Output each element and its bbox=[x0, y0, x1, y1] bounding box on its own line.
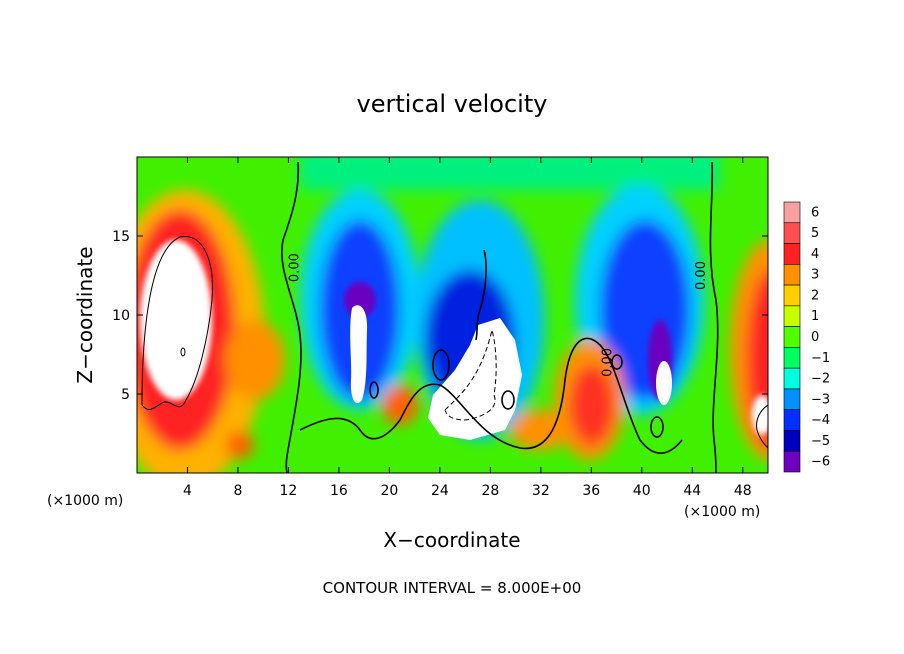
colorbar-swatch bbox=[783, 284, 801, 307]
low-blob-8 bbox=[226, 431, 254, 459]
colorbar-label: 4 bbox=[811, 247, 819, 262]
colorbar-swatch bbox=[783, 347, 801, 369]
contour-zero-loop-1 bbox=[432, 349, 450, 381]
colorbar-swatch bbox=[783, 222, 801, 244]
x-tick-label: 16 bbox=[330, 483, 348, 499]
contour-zero-left bbox=[281, 161, 302, 473]
contour-8-right bbox=[756, 404, 768, 449]
colorbar-label: −1 bbox=[811, 351, 830, 366]
contour-8-left-small bbox=[180, 347, 186, 357]
contour-8-left bbox=[141, 236, 214, 410]
contour-interval: CONTOUR INTERVAL = 8.000E+00 bbox=[323, 579, 582, 597]
colorbar-label: −4 bbox=[811, 413, 830, 428]
contour-zero-loop-5 bbox=[611, 354, 623, 370]
colorbar-swatch bbox=[783, 367, 801, 390]
x-tick-label: 24 bbox=[431, 483, 449, 499]
colorbar-swatch bbox=[783, 201, 801, 224]
colorbar-swatch bbox=[783, 326, 801, 348]
extreme-right-positive bbox=[752, 395, 768, 435]
x-tick-label: 48 bbox=[734, 483, 752, 499]
colorbar-swatch bbox=[783, 409, 801, 431]
contour-zero-loop-2 bbox=[501, 390, 515, 410]
y-tick-label: 10 bbox=[112, 308, 130, 324]
colorbar-swatch bbox=[783, 388, 801, 410]
colorbar-label: −6 bbox=[811, 455, 830, 470]
contour-zero-low bbox=[299, 337, 683, 454]
colorbar-swatch bbox=[783, 450, 801, 473]
x-tick-label: 32 bbox=[532, 483, 550, 499]
x-unit-right: (×1000 m) bbox=[684, 504, 760, 520]
x-axis-label: X−coordinate bbox=[383, 528, 520, 552]
colorbar-label: 0 bbox=[811, 330, 819, 345]
extreme-left-positive bbox=[140, 240, 212, 400]
plume-36-core bbox=[570, 365, 614, 445]
colorbar-label: −5 bbox=[811, 434, 830, 449]
colorbar-label: 3 bbox=[811, 268, 819, 283]
chart-title: vertical velocity bbox=[357, 90, 548, 118]
colorbar-label: 2 bbox=[811, 288, 819, 303]
colorbar: 6 5 4 3 2 1 0 −1 −2 −3 −4 −5 −6 bbox=[783, 201, 830, 473]
x-tick-label: 28 bbox=[481, 483, 499, 499]
y-axis-label: Z−coordinate bbox=[73, 246, 97, 383]
colorbar-swatch bbox=[783, 264, 801, 286]
y-ticks: 5 10 15 bbox=[112, 229, 768, 403]
x-tick-label: 20 bbox=[380, 483, 398, 499]
x-unit-left: (×1000 m) bbox=[47, 493, 123, 509]
y-tick-label: 15 bbox=[112, 229, 130, 245]
colorbar-label: 1 bbox=[811, 309, 819, 324]
upper-band bbox=[300, 157, 720, 190]
white-patch-right bbox=[656, 361, 672, 405]
white-patch-center bbox=[428, 318, 522, 440]
contours bbox=[281, 161, 719, 473]
x-ticks: 4 8 12 16 20 24 28 32 36 40 44 48 bbox=[183, 157, 752, 499]
contour-zero-loop-4 bbox=[650, 416, 664, 438]
white-patches bbox=[350, 305, 672, 440]
colorbar-label: 6 bbox=[811, 205, 819, 220]
x-tick-label: 12 bbox=[280, 483, 298, 499]
contour-zero-loop-3 bbox=[369, 381, 379, 399]
contour-label: 0.00 bbox=[694, 261, 709, 290]
x-tick-label: 4 bbox=[183, 483, 192, 499]
colorbar-label: 5 bbox=[811, 226, 819, 241]
contour-zero-needle bbox=[475, 249, 487, 341]
contour-label: 0.00 bbox=[288, 253, 303, 282]
colorbar-swatch bbox=[783, 430, 801, 452]
contours-thin bbox=[141, 236, 768, 449]
colorbar-swatch bbox=[783, 243, 801, 265]
colorbar-label: −2 bbox=[811, 372, 830, 387]
contour-label: 0.00 bbox=[601, 348, 616, 377]
x-tick-label: 44 bbox=[683, 483, 701, 499]
contour-zero-right bbox=[709, 161, 719, 473]
x-tick-label: 8 bbox=[233, 483, 242, 499]
low-blob-30 bbox=[510, 410, 570, 450]
white-patch-dd1 bbox=[350, 305, 368, 404]
contour-neg8-center bbox=[444, 329, 497, 421]
colorbar-swatch bbox=[783, 305, 801, 327]
colorbar-label: −3 bbox=[811, 392, 830, 407]
x-tick-label: 36 bbox=[582, 483, 600, 499]
y-tick-label: 5 bbox=[121, 387, 130, 403]
updraft-left-lobe bbox=[225, 320, 285, 400]
contour-labels: 0.00 0.00 0.00 bbox=[288, 253, 709, 377]
plot-area bbox=[137, 157, 768, 473]
low-blob-20 bbox=[382, 385, 418, 425]
x-tick-label: 40 bbox=[633, 483, 651, 499]
